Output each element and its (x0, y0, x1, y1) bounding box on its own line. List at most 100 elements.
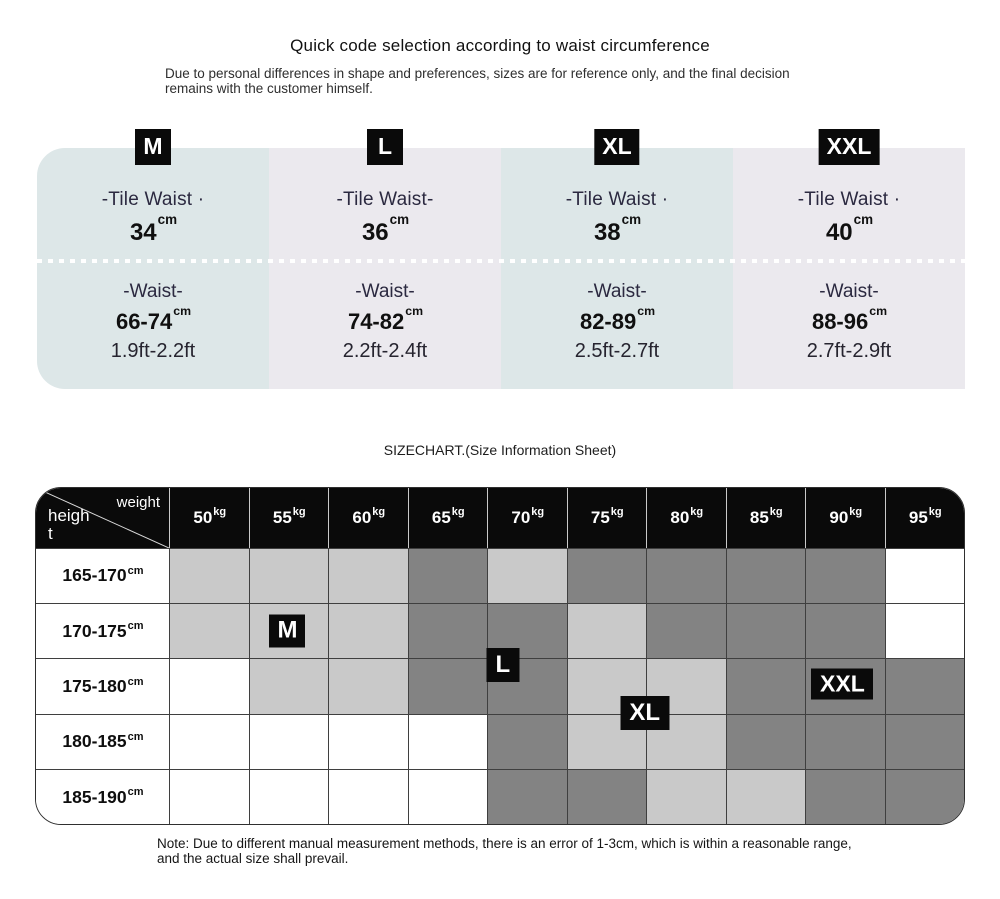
size-card-xl: XL -Tile Waist · 38cm -Waist- 82-89cm 2.… (501, 128, 733, 389)
table-cell (725, 547, 805, 603)
table-cell (725, 713, 805, 770)
height-range: 170-175 (62, 620, 127, 641)
kg-unit: kg (928, 505, 942, 518)
table-cell (884, 769, 964, 824)
waist-range-ft: 2.2ft-2.4ft (342, 339, 428, 362)
cm-unit: cm (621, 212, 642, 228)
size-card-m: M -Tile Waist · 34cm -Waist- 66-74 cm 1.9… (37, 128, 269, 389)
table-cell (725, 769, 805, 824)
waist-cm-number: 82-89 (579, 308, 637, 334)
table-cell (169, 769, 249, 824)
height-row-label: 165-170 cm (36, 547, 169, 603)
table-cell (566, 547, 646, 603)
tile-waist-number: 38 (593, 218, 621, 246)
kg-unit: kg (213, 505, 227, 518)
waist-range-ft: 2.5ft-2.7ft (574, 339, 660, 362)
table-cell (328, 713, 408, 770)
size-badge-xxl: XXL (818, 128, 880, 165)
height-range: 185-190 (62, 786, 127, 807)
row-cells (169, 547, 964, 603)
dotted-divider (37, 258, 965, 263)
waist-range-cm: 88-96cm (733, 304, 965, 334)
cm-unit: cm (127, 620, 144, 633)
cm-unit: cm (127, 730, 144, 743)
table-cell (646, 769, 726, 824)
kg-unit: kg (292, 505, 306, 518)
grid-size-badge-m: M (269, 614, 306, 648)
table-cell (566, 658, 646, 714)
cm-unit: cm (389, 212, 410, 228)
table-cell (487, 547, 567, 603)
weight-header-cell: 65 kg (407, 487, 488, 548)
size-table: weight height 50 kg 55 kg 60 kg 65 kg 70 kg 7… (35, 486, 965, 825)
cm-unit: cm (127, 564, 144, 577)
page-title: Quick code selection according to waist … (290, 36, 710, 55)
weight-header-cell: 95 kg (884, 487, 965, 548)
table-cell (805, 602, 885, 659)
table-cell (805, 769, 885, 824)
kg-unit: kg (372, 505, 386, 518)
waist-cm-number: 66-74 (115, 308, 173, 334)
weight-value: 80 (670, 507, 690, 527)
table-cell (566, 769, 646, 824)
tile-waist-number: 36 (361, 218, 389, 246)
cm-unit: cm (637, 303, 656, 318)
weight-value: 75 (590, 507, 610, 527)
height-row-label: 180-185 cm (36, 713, 169, 770)
kg-unit: kg (690, 505, 704, 518)
table-cell (328, 769, 408, 824)
weight-value: 60 (352, 507, 372, 527)
weight-header-cell: 70 kg (487, 487, 567, 548)
weight-value: 90 (829, 507, 849, 527)
weight-header-cell: 85 kg (725, 487, 806, 548)
weight-value: 55 (272, 507, 292, 527)
size-badge-m: M (135, 128, 171, 165)
table-cell (407, 602, 487, 659)
kg-unit: kg (610, 505, 624, 518)
height-weight-corner-cell: weight height (36, 488, 169, 548)
waist-cm-number: 74-82 (347, 308, 405, 334)
tile-waist-label: -Tile Waist · (101, 188, 205, 210)
table-cell (248, 658, 328, 714)
table-cell (884, 602, 964, 659)
table-cell (248, 547, 328, 603)
table-cell (805, 547, 885, 603)
waist-label: -Waist- (123, 280, 183, 302)
tile-waist-value: 34cm (37, 213, 269, 245)
height-row-label: 175-180 cm (36, 658, 169, 714)
waist-range-ft: 1.9ft-2.2ft (110, 339, 196, 362)
table-cell (407, 769, 487, 824)
size-card-xxl: XXL -Tile Waist · 40cm -Waist- 88-96cm 2… (733, 128, 965, 389)
table-cell (328, 602, 408, 659)
weight-value: 95 (908, 507, 928, 527)
waist-label: -Waist- (587, 280, 647, 302)
waist-cm-number: 88-96 (811, 308, 869, 334)
table-cell (805, 713, 885, 770)
weight-axis-label: weight (116, 493, 160, 511)
waist-label: -Waist- (819, 280, 879, 302)
weight-header-cell: 75 kg (566, 487, 647, 548)
size-cards: M -Tile Waist · 34cm -Waist- 66-74 cm 1.9… (37, 128, 965, 389)
table-cell (248, 769, 328, 824)
table-cell (646, 602, 726, 659)
table-cell (487, 713, 567, 770)
height-range: 175-180 (62, 676, 127, 697)
table-row: 185-190 cm (36, 769, 964, 824)
grid-size-badge-l: L (486, 647, 520, 682)
table-cell (169, 713, 249, 770)
weight-header-cell: 50 kg (169, 487, 249, 548)
weight-value: 65 (431, 507, 451, 527)
table-cell (725, 658, 805, 714)
weight-header-cell: 55 kg (248, 487, 329, 548)
cm-unit: cm (127, 786, 144, 799)
height-range: 180-185 (62, 731, 127, 752)
row-cells (169, 769, 964, 824)
table-header-row: weight height 50 kg 55 kg 60 kg 65 kg 70 kg 7… (36, 487, 965, 548)
table-cell (169, 602, 249, 659)
cm-unit: cm (157, 212, 178, 228)
table-cell (328, 658, 408, 714)
tile-waist-value: 38cm (501, 213, 733, 246)
size-badge-xl: XL (594, 128, 640, 165)
table-row: 180-185 cm (36, 713, 964, 770)
table-cell (407, 713, 487, 770)
